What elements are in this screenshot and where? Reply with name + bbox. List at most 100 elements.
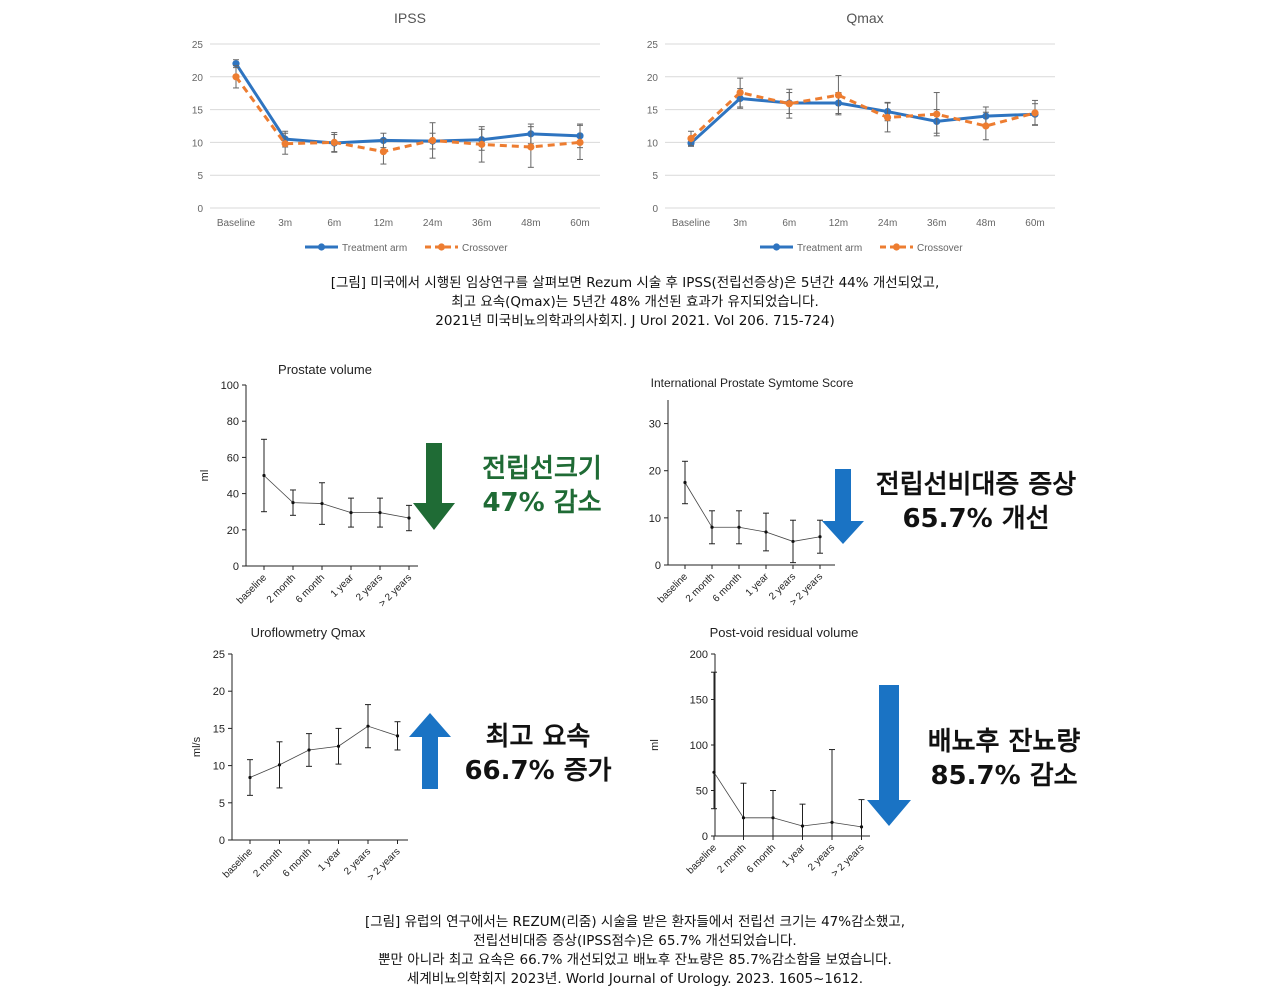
callout-line: 85.7% 감소 <box>930 761 1078 791</box>
y-tick-label: 25 <box>647 40 659 51</box>
callout-line: 전립선비대증 증상 <box>875 470 1077 500</box>
chart-title: Uroflowmetry Qmax <box>251 625 366 640</box>
callout-line: 배뇨후 잔뇨량 <box>927 727 1081 757</box>
x-tick-label: 24m <box>423 218 442 229</box>
data-point <box>320 501 324 506</box>
y-tick-label: 0 <box>702 831 708 843</box>
top-caption-line: 최고 요속(Qmax)는 5년간 48% 개선된 효과가 유지되었습니다. <box>451 294 819 310</box>
data-point <box>791 539 795 544</box>
data-point <box>800 824 805 828</box>
data-point <box>232 73 240 81</box>
prostate-size-callout: 전립선크기 47% 감소 <box>462 452 622 520</box>
ipss-us-chart: IPSS 0 5 10 15 20 25 Baseline 3m 6m 12m 24m 36m 48m 60… <box>192 10 600 254</box>
y-tick-label: 15 <box>647 106 659 117</box>
x-tick-label: 2 month <box>265 572 298 605</box>
series-line <box>689 90 1036 140</box>
post-void-residual-chart: Post-void residual volume 0 50 100 150 200 ml b… <box>649 625 870 879</box>
x-tick-label: 3m <box>733 218 747 229</box>
y-tick-label: 10 <box>192 138 204 149</box>
callout-line: 전립선크기 <box>482 454 602 484</box>
data-point <box>687 134 695 143</box>
data-point <box>1031 109 1039 117</box>
data-point <box>712 770 716 774</box>
y-tick-label: 5 <box>219 798 225 810</box>
chart-title: Qmax <box>846 10 883 26</box>
legend-marker <box>317 243 326 251</box>
x-tick-label: 12m <box>374 218 393 229</box>
data-point <box>771 816 775 820</box>
y-tick-label: 20 <box>227 525 239 537</box>
uroflowmetry-qmax-chart: Uroflowmetry Qmax 0 5 10 15 20 25 ml/s baseline2… <box>191 625 408 883</box>
ipss-callout: 전립선비대증 증상 65.7% 개선 <box>860 468 1092 536</box>
x-tick-label: 48m <box>521 218 540 229</box>
x-tick-label: 6m <box>782 218 796 229</box>
y-tick-label: 150 <box>690 695 708 707</box>
y-tick-label: 50 <box>696 786 708 798</box>
data-point <box>764 530 768 534</box>
top-caption: [그림] 미국에서 시행된 임상연구를 살펴보면 Rezum 시술 후 IPSS… <box>0 274 1270 331</box>
y-tick-label: 10 <box>649 513 661 525</box>
y-tick-label: 15 <box>192 106 204 117</box>
legend-label: Crossover <box>462 243 508 254</box>
qmax-us-chart: Qmax 0 5 10 15 20 25 Baseline 3m 6m 12m 24m 36m 48m 60… <box>647 10 1055 254</box>
y-tick-label: 100 <box>221 380 239 392</box>
qmax-callout: 최고 요속 66.7% 증가 <box>456 720 620 788</box>
y-tick-label: 0 <box>219 835 225 847</box>
arrow-down-icon <box>413 443 455 530</box>
callout-line: 최고 요속 <box>485 722 591 752</box>
data-point <box>982 122 990 130</box>
x-tick-label: 6 month <box>294 572 327 605</box>
x-tick-label: 2 month <box>715 842 748 875</box>
data-point <box>830 820 834 824</box>
y-tick-label: 0 <box>233 561 239 573</box>
y-tick-label: 200 <box>690 649 708 661</box>
legend-marker <box>892 243 901 251</box>
x-tick-label: Baseline <box>672 218 711 229</box>
y-tick-label: 80 <box>227 416 239 428</box>
y-tick-label: 0 <box>197 204 203 215</box>
y-tick-label: 0 <box>652 204 658 215</box>
data-point <box>366 724 370 728</box>
data-point <box>741 816 746 820</box>
bottom-caption: [그림] 유럽의 연구에서는 REZUM(리줌) 시술을 받은 환자들에서 전립… <box>0 913 1270 989</box>
y-tick-label: 60 <box>227 452 239 464</box>
legend-marker <box>772 243 781 251</box>
y-tick-label: 10 <box>647 138 659 149</box>
data-point <box>576 138 584 146</box>
y-tick-label: 10 <box>213 761 225 773</box>
data-point <box>395 734 400 738</box>
series-line <box>263 475 410 519</box>
bottom-caption-line: 전립선비대증 증상(IPSS점수)은 65.7% 개선되었습니다. <box>473 933 797 949</box>
data-point <box>736 88 744 97</box>
x-tick-label: baseline <box>656 571 690 605</box>
x-tick-label: 48m <box>976 218 995 229</box>
chart-title: Post-void residual volume <box>710 625 859 640</box>
data-point <box>262 473 266 478</box>
data-point <box>291 501 295 505</box>
data-point <box>281 140 289 148</box>
top-caption-line: [그림] 미국에서 시행된 임상연구를 살펴보면 Rezum 시술 후 IPSS… <box>330 275 940 291</box>
data-point <box>307 748 311 752</box>
pvr-callout: 배뇨후 잔뇨량 85.7% 감소 <box>912 725 1096 793</box>
legend-label: Treatment arm <box>797 243 862 254</box>
data-point <box>336 744 341 748</box>
x-tick-label: 36m <box>472 218 491 229</box>
x-tick-label: 6m <box>327 218 341 229</box>
y-axis-label: ml <box>199 470 211 482</box>
data-point <box>330 138 338 146</box>
chart-title: International Prostate Symtome Score <box>651 376 854 390</box>
x-tick-label: baseline <box>685 842 719 876</box>
x-tick-label: baseline <box>235 572 269 606</box>
y-axis-label: ml/s <box>191 736 203 757</box>
data-point <box>378 511 382 515</box>
y-tick-label: 0 <box>655 560 661 572</box>
x-tick-label: 1 year <box>780 842 808 870</box>
bottom-caption-line: 세계비뇨의학회지 2023년. World Journal of Urology… <box>406 971 864 987</box>
data-point <box>737 525 741 529</box>
y-tick-label: 5 <box>652 171 658 182</box>
series-line <box>249 725 398 778</box>
series-line <box>713 772 862 828</box>
data-point <box>818 535 822 539</box>
y-tick-label: 15 <box>213 723 225 735</box>
